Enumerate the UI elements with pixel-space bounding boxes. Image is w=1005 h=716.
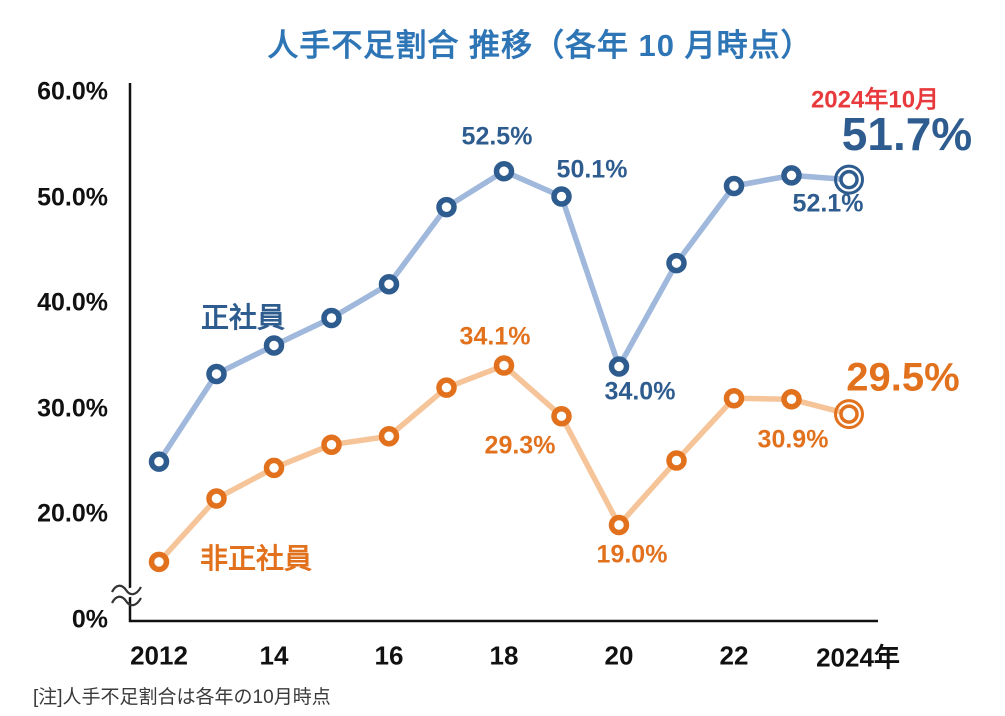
annotation-nonregular-2024: 29.5% xyxy=(846,355,960,400)
nonregular-marker-2014 xyxy=(263,457,285,479)
regular-marker-2018 xyxy=(493,160,515,182)
annotation-latest-date: 2024年10月 xyxy=(810,86,940,114)
regular-marker-2021 xyxy=(666,252,687,274)
nonregular-marker-2024 xyxy=(834,399,864,430)
x-tick-label-2016: 16 xyxy=(374,640,404,671)
nonregular-marker-2020 xyxy=(608,514,630,536)
regular-marker-2019 xyxy=(551,186,572,207)
regular-marker-2013 xyxy=(206,363,227,385)
series-layer xyxy=(148,160,864,573)
y-tick-label-20: 20.0% xyxy=(37,499,108,528)
annotation-regular-2019: 50.1% xyxy=(556,155,628,184)
regular-marker-2014 xyxy=(263,335,285,356)
x-tick-label-2020: 20 xyxy=(604,640,634,671)
nonregular-marker-2013 xyxy=(206,488,227,509)
nonregular-marker-2015 xyxy=(321,434,342,455)
annotation-regular-2020: 34.0% xyxy=(604,377,676,406)
regular-marker-2015 xyxy=(321,307,342,329)
x-tick-label-2014: 14 xyxy=(259,640,289,671)
nonregular-line xyxy=(156,362,852,565)
nonregular-marker-2023 xyxy=(781,389,802,410)
y-tick-label-30: 30.0% xyxy=(37,394,108,423)
regular-marker-2020 xyxy=(608,356,630,377)
nonregular-marker-2022 xyxy=(723,387,745,409)
x-tick-label-2012: 2012 xyxy=(130,640,188,671)
axis-break-wave-bottom xyxy=(111,595,142,607)
y-tick-label-0: 0% xyxy=(71,605,108,634)
nonregular-marker-2024 xyxy=(839,404,859,424)
annotation-nonregular-2020: 19.0% xyxy=(596,540,668,569)
regular-marker-2016 xyxy=(378,273,400,295)
x-tick-label-2022: 22 xyxy=(719,640,749,671)
chart-title: 人手不足割合 推移（各年 10 月時点） xyxy=(267,28,813,63)
regular-marker-2017 xyxy=(436,196,457,218)
annotation-nonregular-2019: 29.3% xyxy=(484,431,556,460)
nonregular-marker-2018 xyxy=(493,355,515,376)
annotation-regular-2023: 52.1% xyxy=(792,189,864,218)
axis-break-icon xyxy=(111,584,147,607)
x-tick-label-2024: 2024年 xyxy=(816,642,900,673)
y-tick-label-40: 40.0% xyxy=(37,288,108,317)
y-tick-label-50: 50.0% xyxy=(37,183,108,212)
series-label-regular: 正社員 xyxy=(200,302,286,333)
regular-marker-2024 xyxy=(834,164,864,195)
nonregular-marker-2016 xyxy=(378,426,400,447)
regular-marker-2023 xyxy=(781,165,802,186)
nonregular-marker-2019 xyxy=(551,405,572,427)
annotation-regular-2018: 52.5% xyxy=(461,122,533,151)
x-tick-label-2018: 18 xyxy=(489,640,519,671)
series-label-nonregular: 非正社員 xyxy=(199,543,313,574)
nonregular-marker-2012 xyxy=(148,551,170,573)
nonregular-marker-2017 xyxy=(436,377,457,398)
annotation-nonregular-2023: 30.9% xyxy=(757,425,829,454)
regular-marker-2024 xyxy=(839,169,859,190)
footnote: [注]人手不足割合は各年の10月時点 xyxy=(33,687,331,708)
annotation-regular-2024: 51.7% xyxy=(841,108,973,160)
axis-break-wave-top xyxy=(111,584,142,596)
y-tick-label-60: 60.0% xyxy=(37,77,108,106)
annotation-nonregular-2018: 34.1% xyxy=(459,322,531,351)
regular-marker-2022 xyxy=(723,175,745,197)
nonregular-marker-2021 xyxy=(666,450,687,471)
regular-marker-2012 xyxy=(148,451,170,472)
